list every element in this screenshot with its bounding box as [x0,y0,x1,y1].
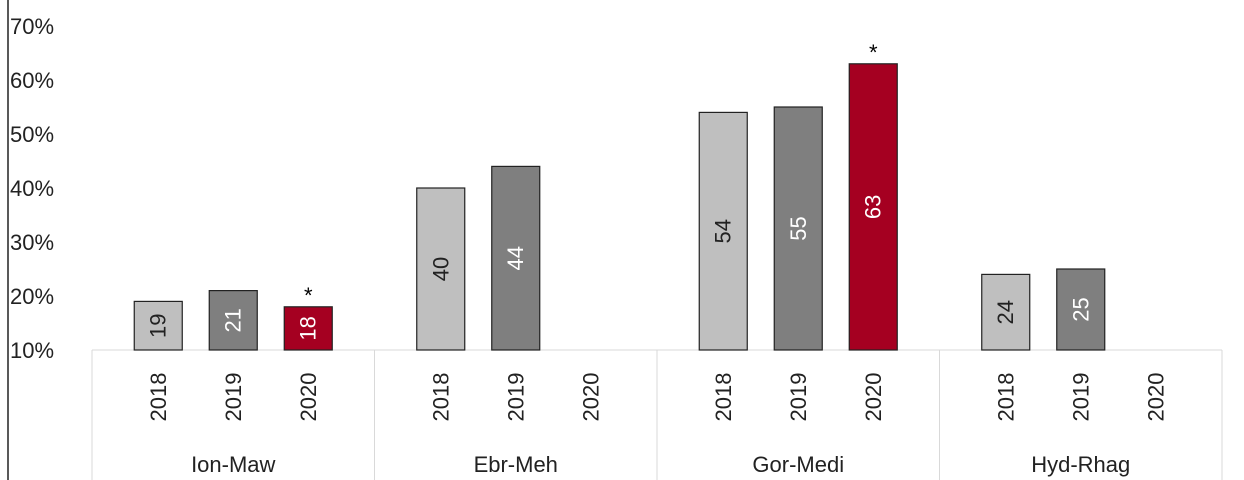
year-label: 2019 [1068,373,1093,422]
bar-value-label: 24 [993,300,1018,324]
bar-Hyd-Rhag-2018 [981,273,1031,351]
bar-value-label: 44 [503,246,528,270]
group-label: Ebr-Meh [474,452,558,477]
y-tick-label: 60% [10,68,54,93]
year-label: 2020 [1143,373,1168,422]
bar-value-label: 21 [221,308,246,332]
year-label: 2019 [221,373,246,422]
bar-Ion-Maw-2018 [133,300,183,351]
year-label: 2020 [296,373,321,422]
group-label: Ion-Maw [191,452,275,477]
y-tick-label: 30% [10,230,54,255]
bar-Ion-Maw-2019 [208,290,258,351]
bar-Ebr-Meh-2018 [416,187,466,351]
bar-value-label: 40 [428,257,453,281]
category-table [91,349,1223,480]
bar-Gor-Medi-2020 [848,63,898,351]
year-label: 2019 [503,373,528,422]
y-axis: 10% 20% 30% 40% 50% 60% 70% [7,0,54,480]
bar-Gor-Medi-2018 [698,111,748,351]
year-label: 2018 [146,373,171,422]
year-label: 2020 [578,373,603,422]
bar-Gor-Medi-2019 [773,106,823,351]
y-tick-label: 70% [10,14,54,39]
x-axis-labels: 2018 2019 2020 Ion-Maw 2018 2019 2020 Ebr-Meh 20… [146,373,1169,477]
bar-value-label: 54 [711,219,736,243]
group-label: Gor-Medi [752,452,844,477]
bar-value-label: 63 [861,195,886,219]
y-tick-label: 50% [10,122,54,147]
bar-Ion-Maw-2020 [283,306,333,351]
significance-star: * [869,40,878,65]
bar-Ebr-Meh-2019 [491,165,541,351]
bar-value-label: 25 [1068,297,1093,321]
y-tick-label: 20% [10,284,54,309]
significance-star: * [304,283,313,308]
bar-value-label: 19 [146,313,171,337]
year-label: 2019 [786,373,811,422]
year-label: 2018 [711,373,736,422]
y-tick-label: 40% [10,176,54,201]
bar-value-label: 55 [786,216,811,240]
y-tick-label: 10% [10,338,54,363]
year-label: 2020 [861,373,886,422]
bars: 19 21 18 * 40 44 54 55 63 * 24 25 [133,40,1106,351]
bar-Hyd-Rhag-2019 [1056,268,1106,351]
bar-value-label: 18 [296,316,321,340]
year-label: 2018 [993,373,1018,422]
year-label: 2018 [428,373,453,422]
group-label: Hyd-Rhag [1031,452,1130,477]
